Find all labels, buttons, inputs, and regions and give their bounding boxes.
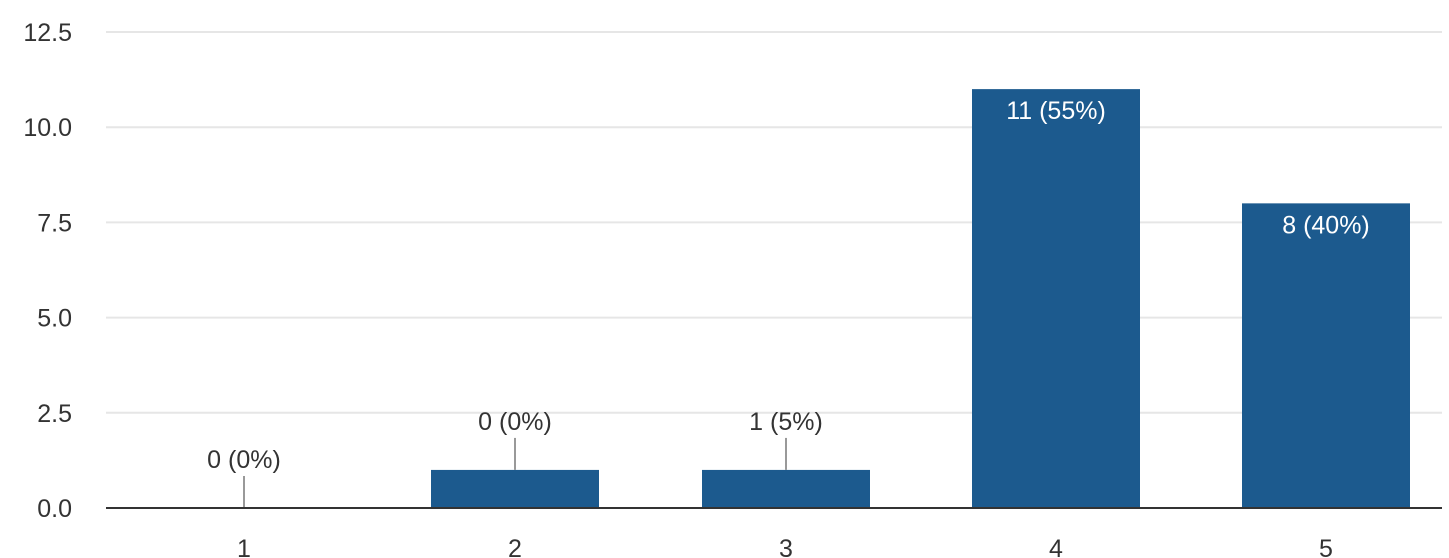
x-axis-tick-labels: 1 2 3 4 5 bbox=[237, 535, 1333, 558]
y-tick-label: 10.0 bbox=[23, 114, 72, 142]
bar-5 bbox=[1242, 203, 1410, 509]
y-tick-label: 5.0 bbox=[37, 305, 72, 333]
data-label-2: 0 (0%) bbox=[478, 408, 552, 436]
bar-3 bbox=[702, 469, 870, 508]
y-tick-label: 2.5 bbox=[37, 400, 72, 428]
y-tick-label: 0.0 bbox=[37, 495, 72, 523]
data-labels: 0 (0%) 0 (0%) 1 (5%) 11 (55%) 8 (40%) bbox=[207, 97, 1370, 474]
gridlines bbox=[106, 31, 1442, 414]
x-tick-label: 3 bbox=[779, 535, 793, 558]
x-tick-label: 4 bbox=[1049, 535, 1063, 558]
y-tick-label: 7.5 bbox=[37, 209, 72, 237]
x-tick-label: 2 bbox=[508, 535, 522, 558]
bar-4 bbox=[972, 89, 1140, 509]
data-label-5: 8 (40%) bbox=[1282, 211, 1370, 239]
y-tick-label: 12.5 bbox=[23, 19, 72, 47]
bar-2 bbox=[431, 469, 599, 508]
data-label-1: 0 (0%) bbox=[207, 446, 281, 474]
x-tick-label: 1 bbox=[237, 535, 251, 558]
data-label-3: 1 (5%) bbox=[749, 408, 823, 436]
label-leader-lines bbox=[243, 437, 787, 508]
y-axis-tick-labels: 0.0 2.5 5.0 7.5 10.0 12.5 bbox=[23, 19, 72, 523]
bars bbox=[431, 89, 1410, 509]
x-tick-label: 5 bbox=[1319, 535, 1333, 558]
data-label-4: 11 (55%) bbox=[1006, 97, 1106, 125]
